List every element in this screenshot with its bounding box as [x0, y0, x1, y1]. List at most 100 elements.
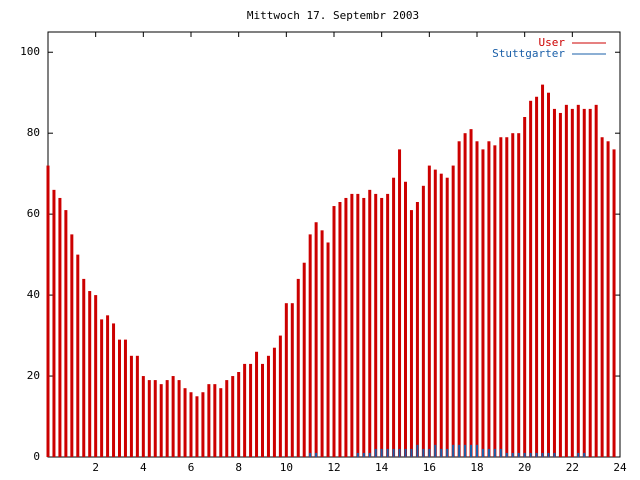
impulse-bar [439, 173, 443, 457]
impulse-bar [452, 444, 455, 457]
impulse-bar [219, 388, 223, 457]
y-tick-label: 60 [27, 207, 40, 220]
impulse-bar [433, 169, 437, 457]
impulse-bar [535, 452, 538, 457]
impulse-bar [493, 145, 497, 458]
impulse-bar [415, 202, 419, 457]
impulse-bar [195, 396, 199, 457]
impulse-bar [112, 323, 116, 457]
impulse-bar [368, 452, 371, 457]
impulse-bar [529, 452, 532, 457]
impulse-bar [570, 108, 574, 458]
impulse-bar [606, 141, 610, 458]
x-tick-label: 18 [470, 461, 483, 474]
impulse-bar [344, 197, 348, 457]
impulse-bar [476, 444, 478, 457]
impulse-bar [583, 452, 586, 457]
impulse-bar [225, 380, 229, 457]
impulse-bar [464, 444, 467, 457]
impulse-bar [511, 452, 514, 457]
impulse-bar [213, 384, 217, 457]
impulse-bar [469, 129, 473, 457]
x-tick-label: 12 [327, 461, 340, 474]
impulse-bar [600, 137, 604, 457]
impulse-bar [446, 448, 449, 457]
impulse-bar [505, 452, 508, 457]
impulse-bar [82, 278, 86, 457]
y-tick-label: 40 [27, 288, 40, 301]
impulse-bar [564, 104, 568, 457]
x-tick-label: 24 [613, 461, 627, 474]
impulse-bar [278, 335, 282, 457]
impulse-bar [70, 234, 74, 457]
y-tick-label: 80 [27, 126, 40, 139]
impulse-bar [374, 448, 377, 457]
impulse-bar [338, 202, 342, 457]
legend-label: Stuttgarter [492, 47, 565, 60]
x-tick-label: 4 [140, 461, 147, 474]
impulse-bar [541, 84, 545, 457]
impulse-bar [392, 448, 395, 457]
impulse-bar [505, 137, 509, 457]
impulse-bar [356, 452, 359, 457]
impulse-bar [410, 448, 413, 457]
impulse-bar [440, 448, 443, 457]
impulse-bar [523, 452, 526, 457]
impulse-bar [416, 444, 419, 457]
impulse-bar [64, 210, 68, 457]
impulse-bar [552, 108, 556, 458]
impulse-bar [553, 452, 556, 457]
impulse-bar [582, 108, 586, 458]
impulse-bar [183, 388, 187, 457]
x-tick-label: 2 [92, 461, 99, 474]
impulse-bar [362, 197, 366, 457]
impulse-bar [94, 295, 98, 457]
impulse-bar [421, 185, 425, 458]
y-tick-label: 100 [20, 45, 40, 58]
impulse-bar [189, 392, 193, 457]
impulse-bar [272, 347, 276, 457]
impulse-bar [171, 376, 175, 457]
impulse-bar [511, 133, 515, 457]
impulse-bar [547, 92, 550, 457]
impulse-bar [577, 452, 580, 457]
impulse-bar [320, 230, 324, 457]
impulse-bar [558, 112, 562, 457]
x-tick-label: 20 [518, 461, 531, 474]
impulse-bar [314, 222, 318, 457]
impulse-bar [296, 278, 300, 457]
impulse-bar [451, 165, 455, 458]
y-tick-label: 20 [27, 369, 40, 382]
impulse-bar [463, 133, 467, 457]
x-tick-label: 16 [423, 461, 436, 474]
impulse-bar [201, 392, 205, 457]
impulse-bar [487, 141, 491, 458]
impulse-bar [350, 193, 354, 457]
impulse-bar [576, 104, 580, 457]
impulse-bar [326, 242, 330, 457]
impulse-bar [261, 363, 264, 457]
impulse-bar [612, 149, 616, 457]
chart-title: Mittwoch 17. Septembr 2003 [247, 9, 419, 22]
impulse-bar [529, 100, 533, 458]
impulse-bar [52, 189, 56, 457]
impulse-bar [523, 117, 527, 457]
impulse-bar [535, 96, 539, 457]
impulse-bar [302, 262, 306, 457]
impulse-bar [177, 380, 181, 457]
impulse-bar [380, 197, 384, 457]
impulse-bar [481, 149, 485, 457]
impulse-bar [588, 108, 592, 458]
legend-label: User [539, 36, 566, 49]
impulse-bar [100, 319, 104, 457]
y-tick-label: 0 [33, 450, 40, 463]
impulse-bar [457, 141, 461, 458]
impulse-bar [315, 452, 318, 457]
impulse-bar [362, 452, 365, 457]
impulse-bar [594, 104, 598, 457]
impulse-bar [141, 376, 145, 457]
impulse-bar [356, 193, 360, 457]
impulse-bar [434, 444, 437, 457]
x-tick-label: 8 [235, 461, 242, 474]
impulse-bar [409, 210, 413, 457]
